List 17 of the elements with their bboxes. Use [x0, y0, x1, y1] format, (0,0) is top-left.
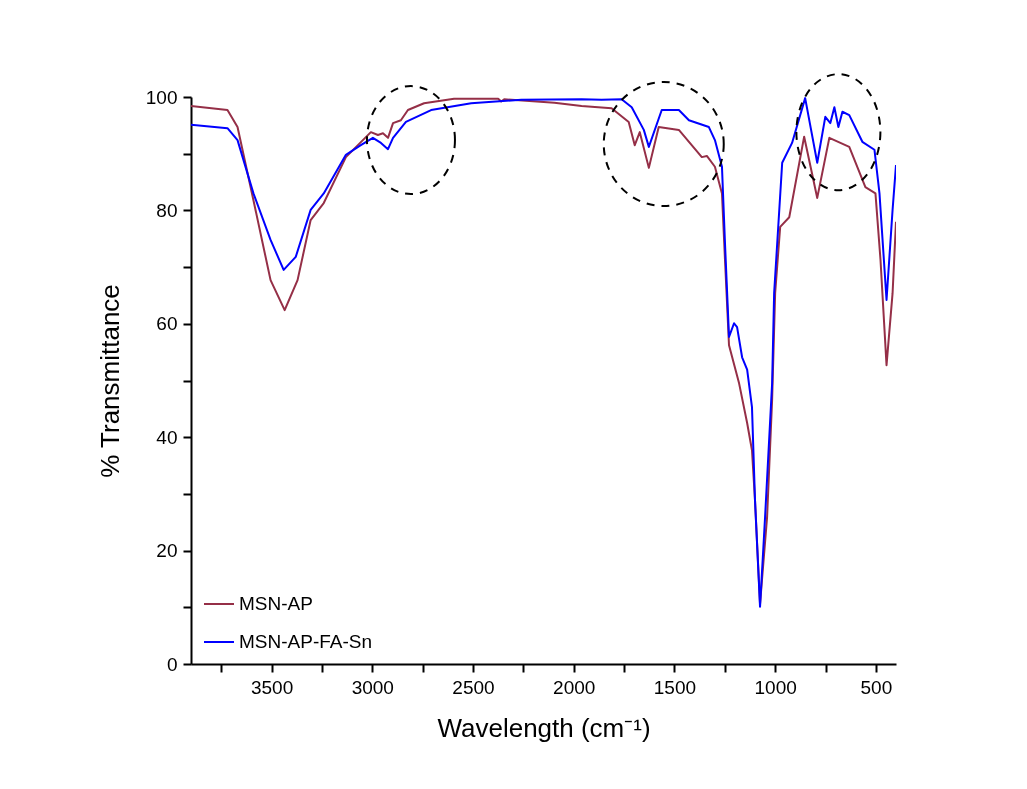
y-axis-title: % Transmittance	[94, 284, 125, 478]
legend-label: MSN-AP	[239, 593, 313, 614]
y-tick-label: 20	[156, 540, 178, 562]
x-tick-label: 3000	[351, 676, 394, 698]
x-tick-label: 2000	[553, 676, 596, 698]
y-tick-label: 100	[145, 86, 178, 108]
x-tick-label: 1000	[754, 676, 797, 698]
x-tick-label: 500	[860, 676, 893, 698]
legend-label: MSN-AP-FA-Sn	[239, 631, 373, 652]
y-tick-label: 0	[166, 653, 178, 675]
x-axis-title: Wavelength (cm⁻¹)	[437, 712, 651, 743]
x-tick-label: 2500	[452, 676, 495, 698]
x-tick-label: 1500	[653, 676, 697, 698]
x-tick-label: 3500	[250, 676, 294, 698]
y-tick-label: 60	[156, 313, 178, 335]
y-tick-label: 80	[156, 199, 178, 221]
y-tick-label: 40	[156, 426, 178, 448]
